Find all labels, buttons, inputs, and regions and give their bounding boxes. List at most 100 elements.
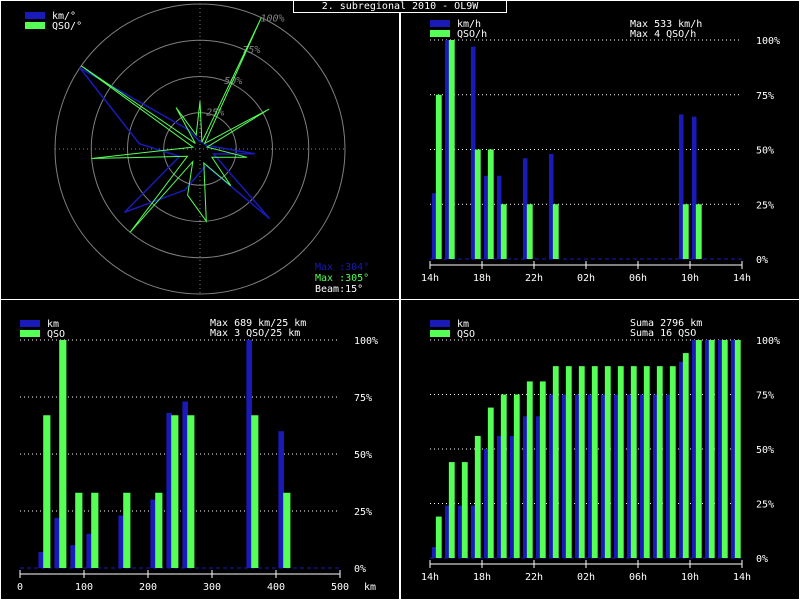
bar-km [54,517,60,568]
legend-label-km: km/° [52,11,76,22]
info-line-2: Max 3 QSO/25 km [210,328,300,339]
bar-qso [721,340,728,558]
x-tick-label: 10h [681,273,699,284]
bar-qso [474,149,481,259]
polar-series-km [79,67,271,220]
bar-km [444,40,450,259]
bar-qso [708,340,715,558]
y-tick-label: 100% [354,336,378,347]
bar-qso [171,415,179,568]
bar-km [522,158,528,259]
panel-border-top-left [0,0,400,300]
y-tick-label: 25% [354,507,372,518]
bar-km [639,394,645,558]
bar-km [483,449,489,558]
x-tick-label: 100 [75,582,93,593]
bar-qso [487,407,494,558]
bar-km [150,499,156,568]
legend-swatch-qso [20,330,40,337]
bar-qso [513,394,520,558]
bar-qso [526,381,533,558]
x-tick-label: 300 [203,582,221,593]
bar-qso [604,366,611,558]
legend-label-km: km/h [457,19,481,30]
bar-qso [487,149,494,259]
x-tick-label: 02h [577,273,595,284]
polar-info-max-km: Max :304° [315,262,369,273]
bar-qso [591,366,598,558]
bar-km [182,401,188,568]
y-tick-label: 75% [354,393,372,404]
bar-km [70,545,76,568]
bar-km [246,340,252,568]
x-tick-label: 18h [473,273,491,284]
x-tick-label: 500 [331,582,349,593]
y-tick-label: 75% [756,91,774,102]
legend-label-qso: QSO [457,329,475,340]
bar-qso [448,40,455,259]
polar-info-max-qso: Max :305° [315,273,369,284]
x-tick-label: 18h [473,572,491,583]
x-tick-label: 0 [17,582,23,593]
bar-qso [578,366,585,558]
bar-km [678,114,684,260]
legend-swatch-km [430,20,450,27]
info-line-2: Max 4 QSO/h [630,29,696,40]
bar-qso [283,492,291,568]
bar-qso [565,366,572,558]
bar-km [691,116,697,260]
bar-qso [500,204,507,259]
bar-km [118,515,124,568]
x-tick-label: 14h [421,572,439,583]
bar-qso [461,462,468,558]
bar-qso [123,492,131,568]
y-tick-label: 100% [756,336,780,347]
bar-km [548,394,554,558]
bar-km [600,394,606,558]
bar-km [431,547,437,558]
bar-qso [656,366,663,558]
legend-label-km: km [47,319,59,330]
bar-qso [91,492,99,568]
bar-km [730,340,736,558]
bar-qso [75,492,83,568]
legend-label-km: km [457,319,469,330]
y-tick-label: 25% [756,200,774,211]
bar-qso [539,381,546,558]
x-tick-label: 06h [629,273,647,284]
bar-km [587,394,593,558]
y-tick-label: 0% [354,564,366,575]
polar-chart: 25%50%75%100%km/°QSO/°Max :304°Max :305°… [25,3,369,295]
bar-km [613,394,619,558]
polar-series-qso [80,17,270,233]
bar-qso [695,340,702,558]
bar-km [444,505,450,558]
legend-label-qso: QSO/h [457,29,487,40]
bar-km [665,394,671,558]
bar-km [470,505,476,558]
polar-ring-label-4: 100% [261,13,285,24]
y-tick-label: 50% [756,146,774,157]
x-unit-label: km [364,582,376,593]
legend-label-qso: QSO [47,329,65,340]
bar-km [431,193,437,259]
bar-km [470,46,476,259]
y-tick-label: 100% [756,36,780,47]
legend-swatch-km [20,320,40,327]
legend-swatch-qso [430,330,450,337]
bar-qso [682,353,689,558]
x-tick-label: 400 [267,582,285,593]
bar-km [457,505,463,558]
bar-km [522,416,528,558]
y-tick-label: 75% [756,391,774,402]
x-tick-label: 22h [525,572,543,583]
bar-qso [669,366,676,558]
info-line-1: Max 533 km/h [630,19,702,30]
y-tick-label: 50% [354,450,372,461]
polar-ring-label-2: 50% [224,76,242,87]
bar-km [626,394,632,558]
bar-km [678,361,684,558]
bar-qso [187,415,195,568]
x-tick-label: 22h [525,273,543,284]
